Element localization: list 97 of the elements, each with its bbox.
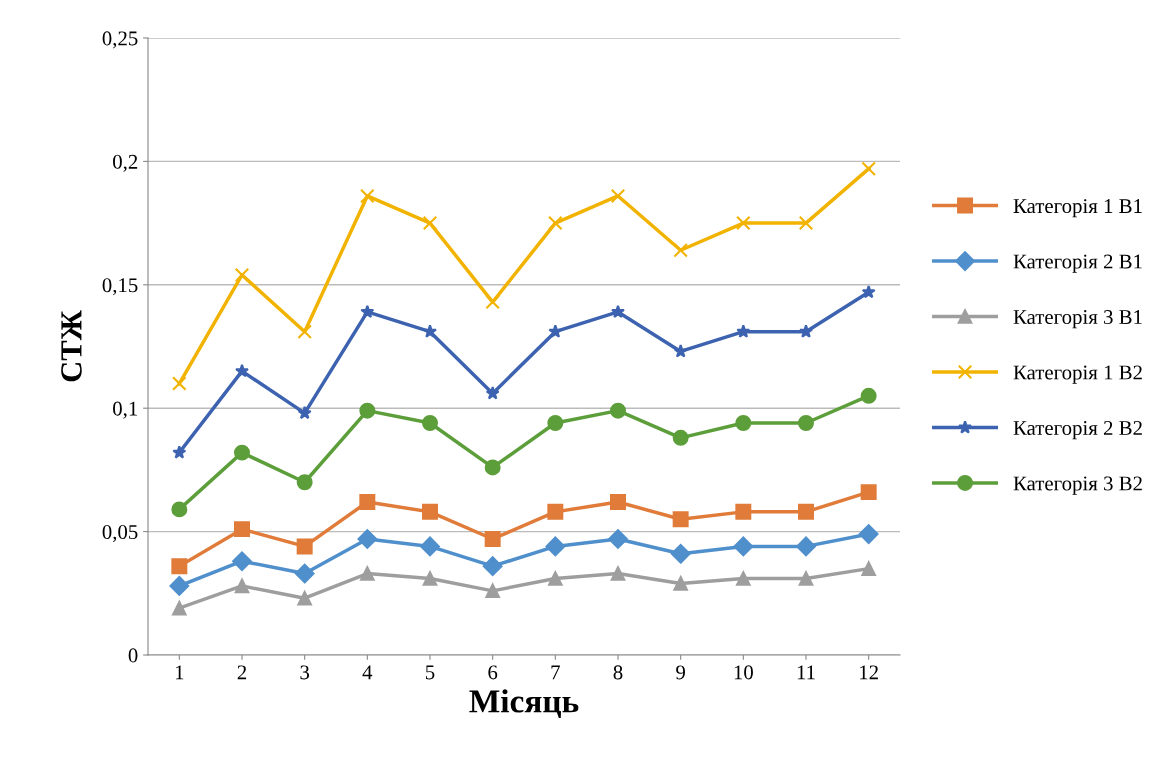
point [422,571,438,586]
point [610,402,626,419]
point [484,531,501,547]
point [297,590,312,606]
point [359,402,376,419]
x-tick-label: 6 [488,665,498,680]
point [234,578,250,594]
point [736,215,751,231]
point [610,494,626,510]
point [484,459,501,476]
point [733,536,754,557]
point [673,576,688,591]
x-tick-label: 1 [175,665,184,680]
point [482,556,503,577]
y-tick-label: 0,1 [113,401,138,419]
y-axis-title: СТЖ [61,310,82,382]
point [171,501,188,518]
point [735,503,752,520]
point [172,445,187,459]
point [798,415,814,431]
point [357,529,378,549]
point [485,386,500,400]
x-tick-label: 11 [797,665,815,680]
point [796,536,816,557]
point [735,415,752,431]
point [422,215,438,231]
y-tick-label: 0,05 [102,524,138,543]
point [610,566,626,581]
point [670,543,691,564]
legend-label: Категорія 1 В1 [1013,199,1142,218]
point [860,387,877,404]
point [861,561,876,576]
x-tick-label: 2 [237,665,247,680]
y-tick-label: 0 [128,648,138,663]
point [736,324,751,338]
point [422,503,438,520]
legend-label: Категорія 3 В2 [1013,476,1142,495]
point [860,484,877,501]
x-tick-label: 3 [300,665,310,680]
point [673,242,688,258]
point [548,215,563,231]
point [858,524,879,544]
point [297,324,312,339]
point [672,429,689,446]
legend-label: Категорія 3 В1 [1013,310,1142,329]
point [234,267,250,283]
x-tick-label: 7 [551,665,560,680]
point [547,503,564,520]
point [235,363,249,378]
x-tick-label: 4 [362,665,373,680]
point [232,551,252,572]
point [799,324,813,338]
point [359,494,376,510]
point [545,536,566,557]
point [548,571,563,586]
point [485,583,500,599]
point [798,503,814,520]
point [608,529,628,549]
point [360,188,375,204]
point [172,600,187,616]
legend-label: Категорія 1 В2 [1013,365,1142,384]
x-tick-label: 8 [613,665,623,680]
point [420,536,440,557]
point [861,284,876,299]
y-tick-label: 0,15 [102,278,138,296]
point [673,344,688,358]
point [171,558,188,575]
point [294,563,315,584]
point [297,405,312,420]
point [360,566,375,581]
point [296,538,313,555]
point [234,521,250,538]
x-axis-title: Місяць [469,689,579,719]
point [547,415,564,431]
point [296,474,313,491]
point [169,576,190,596]
legend-label: Категорія 2 В2 [1013,421,1142,440]
point [234,444,250,461]
point [736,571,751,586]
point [360,304,375,319]
x-tick-label: 12 [860,665,878,680]
point [861,161,876,177]
point [610,188,626,204]
x-tick-label: 5 [426,665,435,680]
point [548,324,563,338]
point [798,215,814,231]
x-tick-label: 10 [734,665,753,680]
y-tick-label: 0,2 [113,154,138,172]
point [172,376,187,391]
point [611,304,625,319]
point [798,571,814,586]
point [422,415,438,431]
x-tick-label: 9 [676,665,686,680]
legend-label: Категорія 2 В1 [1013,254,1142,273]
point [423,324,437,338]
point [672,511,689,528]
y-tick-label: 0,25 [102,31,138,49]
